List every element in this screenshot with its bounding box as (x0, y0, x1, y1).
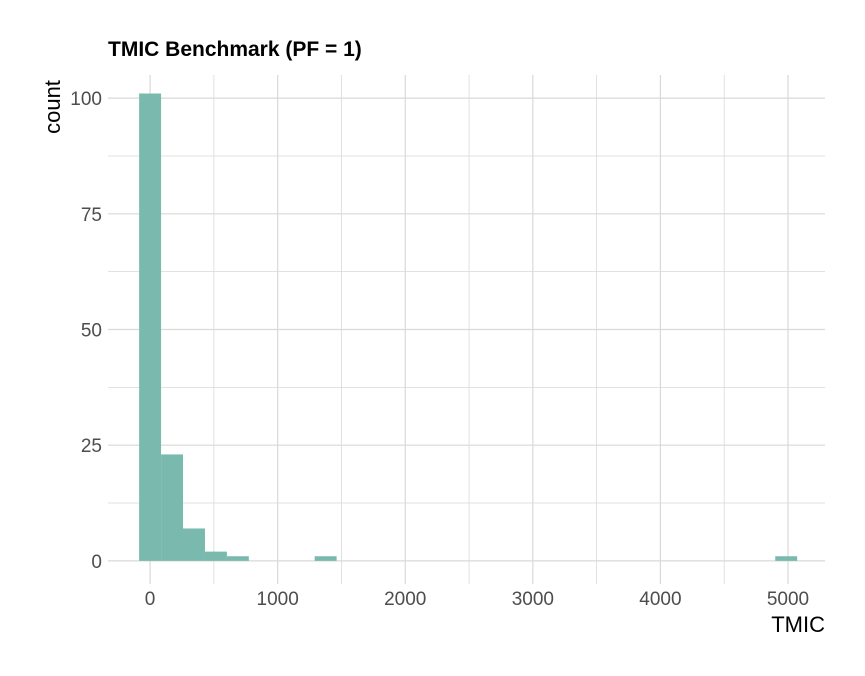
chart-title: TMIC Benchmark (PF = 1) (108, 38, 362, 61)
x-axis-tick-labels: 0 1000 2000 3000 4000 5000 (145, 589, 809, 610)
y-axis-title: count (40, 80, 65, 134)
x-tick-label: 3000 (512, 589, 554, 610)
histogram-bars (139, 93, 798, 561)
histogram-bar-4 (226, 556, 249, 561)
histogram-bar-1 (161, 454, 184, 561)
y-tick-label: 25 (81, 436, 102, 457)
histogram-bar-5 (314, 556, 337, 561)
x-tick-label: 4000 (639, 589, 681, 610)
y-tick-label: 100 (70, 89, 102, 110)
grid-lines (108, 75, 825, 584)
x-tick-label: 2000 (384, 589, 426, 610)
y-tick-label: 50 (81, 321, 102, 342)
x-tick-label: 0 (145, 589, 156, 610)
histogram-bar-0 (139, 93, 162, 561)
x-tick-label: 1000 (257, 589, 299, 610)
y-axis-tick-labels: 0 25 50 75 100 (70, 89, 102, 573)
y-tick-label: 0 (91, 552, 102, 573)
y-tick-label: 75 (81, 205, 102, 226)
histogram-bar-2 (183, 528, 205, 561)
x-axis-title: TMIC (771, 612, 825, 637)
histogram-bar-3 (204, 551, 227, 561)
x-tick-label: 5000 (767, 589, 809, 610)
histogram-bar-6 (775, 556, 798, 561)
